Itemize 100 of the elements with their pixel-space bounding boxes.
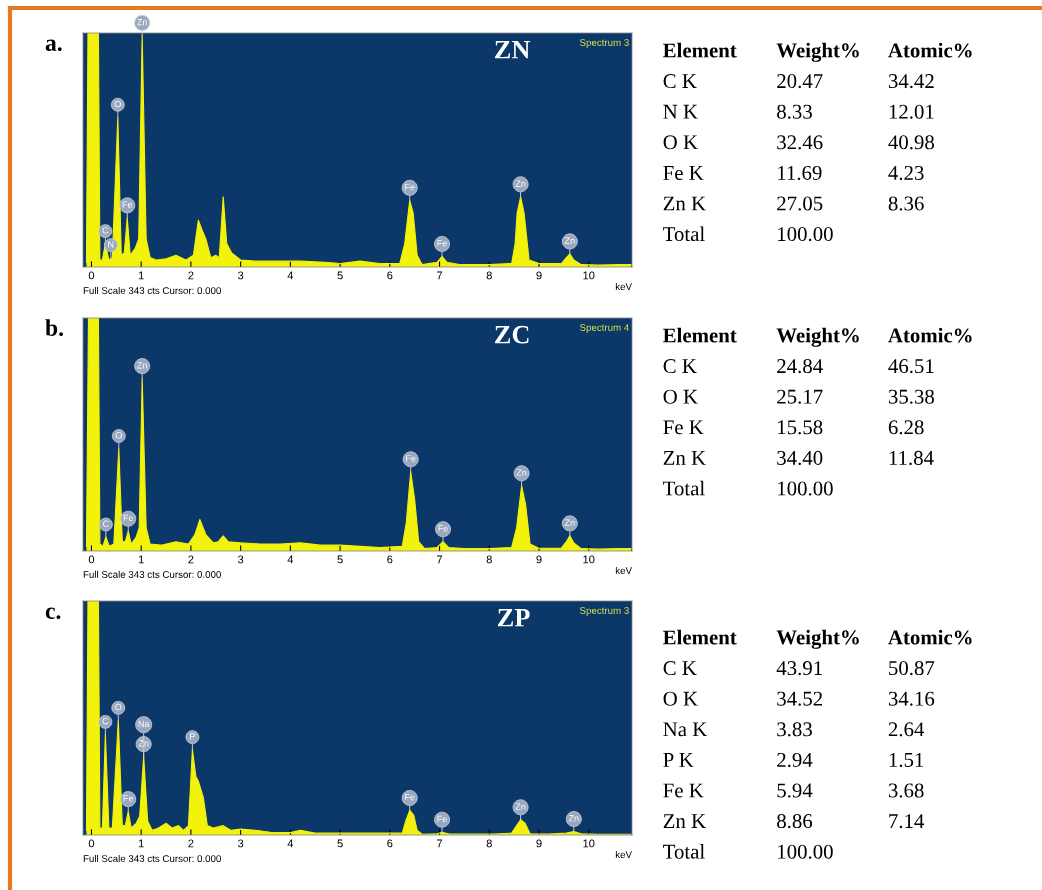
x-tick-label: 8 xyxy=(486,271,492,280)
x-axis-title: keV xyxy=(615,850,632,859)
annotation: P xyxy=(190,733,195,740)
data-label: 27.05 xyxy=(777,196,823,211)
x-tick-label: 9 xyxy=(536,839,542,848)
data-label: 40.98 xyxy=(888,135,935,150)
text: Weight% xyxy=(776,629,859,649)
data-label: 34.16 xyxy=(888,691,935,706)
annotation: Fe xyxy=(437,815,447,823)
annotation: Fe xyxy=(123,514,134,522)
x-tick-label: 5 xyxy=(337,271,343,280)
x-tick-label: 5 xyxy=(337,839,343,848)
text: b. xyxy=(45,319,63,337)
annotation: O xyxy=(115,703,122,711)
x-tick-label: 7 xyxy=(437,555,443,564)
text: Weight% xyxy=(776,327,859,347)
annotation: Zn xyxy=(137,18,147,26)
data-label: 3.68 xyxy=(888,783,924,798)
annotation: C xyxy=(102,717,109,725)
category-label: C K xyxy=(663,359,697,374)
x-tick-label: 5 xyxy=(337,555,343,564)
data-label: 24.84 xyxy=(777,359,823,374)
data-label: 11.69 xyxy=(778,165,822,181)
category-label: C K xyxy=(663,661,697,676)
annotation: Fe xyxy=(438,525,448,532)
annotation: Fe xyxy=(122,201,133,208)
x-tick-label: 6 xyxy=(387,555,393,564)
annotation: Na xyxy=(138,720,150,728)
annotation: Zn xyxy=(516,469,527,476)
category-label: N K xyxy=(663,104,698,119)
category-label: Zn K xyxy=(663,451,706,465)
data-label: 8.36 xyxy=(888,196,924,211)
category-label: Fe K xyxy=(663,420,704,435)
x-tick-label: 6 xyxy=(387,839,393,848)
annotation: C xyxy=(103,520,109,527)
x-tick-label: 8 xyxy=(486,555,492,564)
category-label: Zn K xyxy=(663,814,706,828)
data-label: 20.47 xyxy=(777,74,823,89)
x-tick-label: 10 xyxy=(583,839,595,848)
data-label: 35.38 xyxy=(888,389,935,404)
x-tick-label: 7 xyxy=(437,271,443,280)
x-tick-label: 10 xyxy=(583,555,595,564)
data-label: 4.23 xyxy=(888,165,924,181)
x-tick-label: 1 xyxy=(138,555,144,564)
data-label: 5.94 xyxy=(777,783,813,798)
x-tick-label: 0 xyxy=(88,271,95,280)
category-label: O K xyxy=(663,691,698,706)
annotation: Fe xyxy=(405,183,415,191)
category-label: P K xyxy=(663,753,694,767)
x-tick-label: 0 xyxy=(88,555,95,564)
chart-title: ZC xyxy=(495,325,529,344)
data-label: 46.51 xyxy=(888,359,934,374)
data-label: 6.28 xyxy=(888,420,924,435)
annotation: Fe xyxy=(437,240,447,247)
category-label: Total xyxy=(663,226,705,242)
data-label: 34.52 xyxy=(777,691,822,706)
data-label: 100.00 xyxy=(778,227,833,242)
chart-title: ZN xyxy=(495,41,531,59)
data-label: 3.83 xyxy=(777,722,812,737)
x-tick-label: 3 xyxy=(237,271,244,280)
data-label: 12.01 xyxy=(889,104,934,119)
data-label: 25.17 xyxy=(777,389,823,404)
data-label: 11.84 xyxy=(889,450,934,466)
data-label: 8.86 xyxy=(777,814,813,829)
x-tick-label: 7 xyxy=(437,839,443,848)
x-tick-label: 2 xyxy=(188,555,194,564)
x-tick-label: 8 xyxy=(486,839,492,848)
data-label: 34.40 xyxy=(777,450,823,466)
data-label: 100.00 xyxy=(778,481,833,496)
category-label: Fe K xyxy=(663,783,704,798)
data-label: 100.00 xyxy=(778,844,833,859)
x-tick-label: 10 xyxy=(583,271,595,280)
text: c. xyxy=(45,607,61,620)
annotation: O xyxy=(114,100,121,108)
data-label: 32.46 xyxy=(777,135,823,150)
annotation: Zn xyxy=(137,362,147,369)
category-label: Na K xyxy=(663,722,708,737)
annotation: Fe xyxy=(405,794,415,801)
x-tick-label: 0 xyxy=(88,839,95,848)
data-label: 43.91 xyxy=(776,661,822,676)
data-label: 15.58 xyxy=(778,420,823,435)
annotation: Zn xyxy=(515,180,526,187)
data-label: 8.33 xyxy=(777,104,812,119)
annotation: Zn xyxy=(564,519,575,526)
annotation: Zn xyxy=(568,815,579,822)
x-axis-title: keV xyxy=(615,282,632,291)
annotation: Fe xyxy=(123,795,134,802)
text: a. xyxy=(45,39,62,52)
annotation: Zn xyxy=(515,803,526,810)
category-label: Fe K xyxy=(663,166,704,180)
text: Element xyxy=(663,42,737,58)
text: Spectrum 4 xyxy=(579,324,629,333)
x-tick-label: 2 xyxy=(188,271,194,280)
x-tick-label: 4 xyxy=(287,839,294,848)
text: Element xyxy=(663,629,737,645)
category-label: Total xyxy=(663,844,705,859)
chart-title: ZP xyxy=(497,609,530,627)
text: Spectrum 3 xyxy=(579,607,629,616)
x-tick-label: 2 xyxy=(188,839,194,848)
category-label: Zn K xyxy=(663,196,706,211)
